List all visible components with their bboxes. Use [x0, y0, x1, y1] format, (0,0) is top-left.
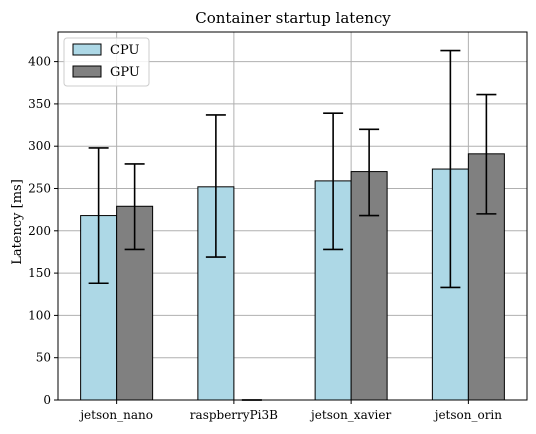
y-tick-label: 100 — [28, 308, 51, 322]
legend: CPU GPU — [63, 37, 150, 87]
y-tick-label: 350 — [28, 97, 51, 111]
x-axis-ticks: jetson_nano raspberryPi3B jetson_xavier jet… — [78, 400, 502, 422]
legend-swatch-cpu — [72, 43, 102, 56]
y-tick-label: 200 — [28, 224, 51, 238]
x-tick-label: jetson_orin — [433, 408, 503, 422]
bars-group — [80, 153, 505, 401]
y-tick-label: 50 — [36, 351, 51, 365]
error-bars-group — [88, 49, 497, 401]
legend-label-cpu: CPU — [110, 43, 139, 58]
y-axis-label: Latency [ms] — [10, 179, 25, 265]
y-tick-label: 0 — [43, 393, 51, 407]
legend-swatch-gpu — [72, 65, 102, 78]
x-tick-label: jetson_nano — [78, 408, 153, 422]
y-tick-label: 250 — [28, 182, 51, 196]
x-tick-label: jetson_xavier — [309, 408, 391, 422]
y-axis-ticks: 0 50 100 150 200 250 300 350 400 — [28, 55, 58, 407]
chart-title: Container startup latency — [195, 9, 391, 27]
legend-label-gpu: GPU — [110, 65, 140, 80]
y-tick-label: 150 — [28, 266, 51, 280]
y-tick-label: 400 — [28, 55, 51, 69]
y-tick-label: 300 — [28, 139, 51, 153]
x-tick-label: raspberryPi3B — [190, 408, 278, 422]
plot-frame — [57, 31, 528, 401]
